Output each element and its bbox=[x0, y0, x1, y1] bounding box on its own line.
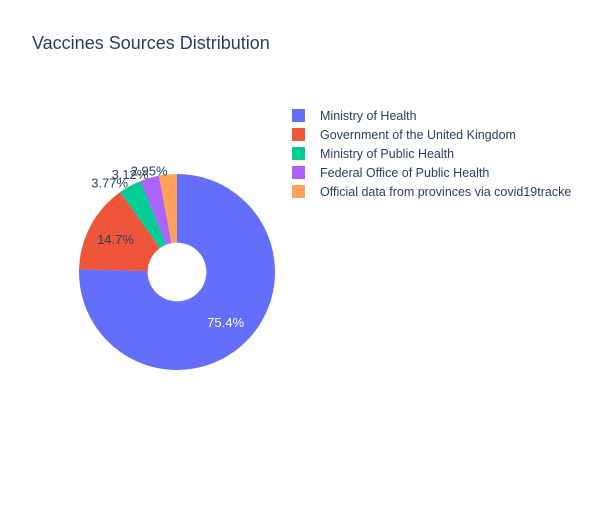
slice-official-data-from-provinces-via-covid19tracke[interactable] bbox=[158, 174, 177, 244]
legend-label: Ministry of Public Health bbox=[320, 146, 455, 161]
slice-label-official-data-from-provinces-via-covid19tracke: 2.95% bbox=[131, 163, 168, 178]
chart-title: Vaccines Sources Distribution bbox=[32, 33, 270, 53]
legend-item-official-data-from-provinces-via-covid19tracke[interactable]: Official data from provinces via covid19… bbox=[292, 182, 571, 201]
legend-swatch bbox=[292, 109, 305, 122]
slice-label-government-of-the-united-kingdom: 14.7% bbox=[97, 232, 134, 247]
legend-item-ministry-of-public-health[interactable]: Ministry of Public Health bbox=[292, 144, 571, 163]
legend-item-government-of-the-united-kingdom[interactable]: Government of the United Kingdom bbox=[292, 125, 571, 144]
legend-label: Federal Office of Public Health bbox=[320, 165, 490, 180]
legend-swatch bbox=[292, 185, 305, 198]
slice-government-of-the-united-kingdom[interactable] bbox=[79, 192, 160, 272]
slice-ministry-of-health[interactable] bbox=[79, 174, 275, 370]
legend-item-federal-office-of-public-health[interactable]: Federal Office of Public Health bbox=[292, 163, 571, 182]
slice-ministry-of-public-health[interactable] bbox=[120, 181, 167, 249]
slice-label-federal-office-of-public-health: 3.12% bbox=[112, 167, 149, 182]
legend-swatch bbox=[292, 147, 305, 160]
legend-label: Ministry of Health bbox=[320, 108, 417, 123]
legend-label: Official data from provinces via covid19… bbox=[320, 184, 572, 199]
slice-labels: 75.4% 14.7% 3.77%3.12%2.95% bbox=[91, 163, 244, 330]
slice-federal-office-of-public-health[interactable] bbox=[140, 175, 172, 245]
legend-swatch bbox=[292, 166, 305, 179]
pie-slices bbox=[79, 174, 275, 370]
legend-label: Government of the United Kingdom bbox=[320, 127, 516, 142]
legend: Ministry of Health Government of the Unit… bbox=[292, 106, 571, 201]
slice-label-ministry-of-health: 75.4% bbox=[207, 315, 244, 330]
legend-swatch bbox=[292, 128, 305, 141]
slice-label-ministry-of-public-health: 3.77% bbox=[91, 175, 128, 190]
legend-item-ministry-of-health[interactable]: Ministry of Health bbox=[292, 106, 571, 125]
